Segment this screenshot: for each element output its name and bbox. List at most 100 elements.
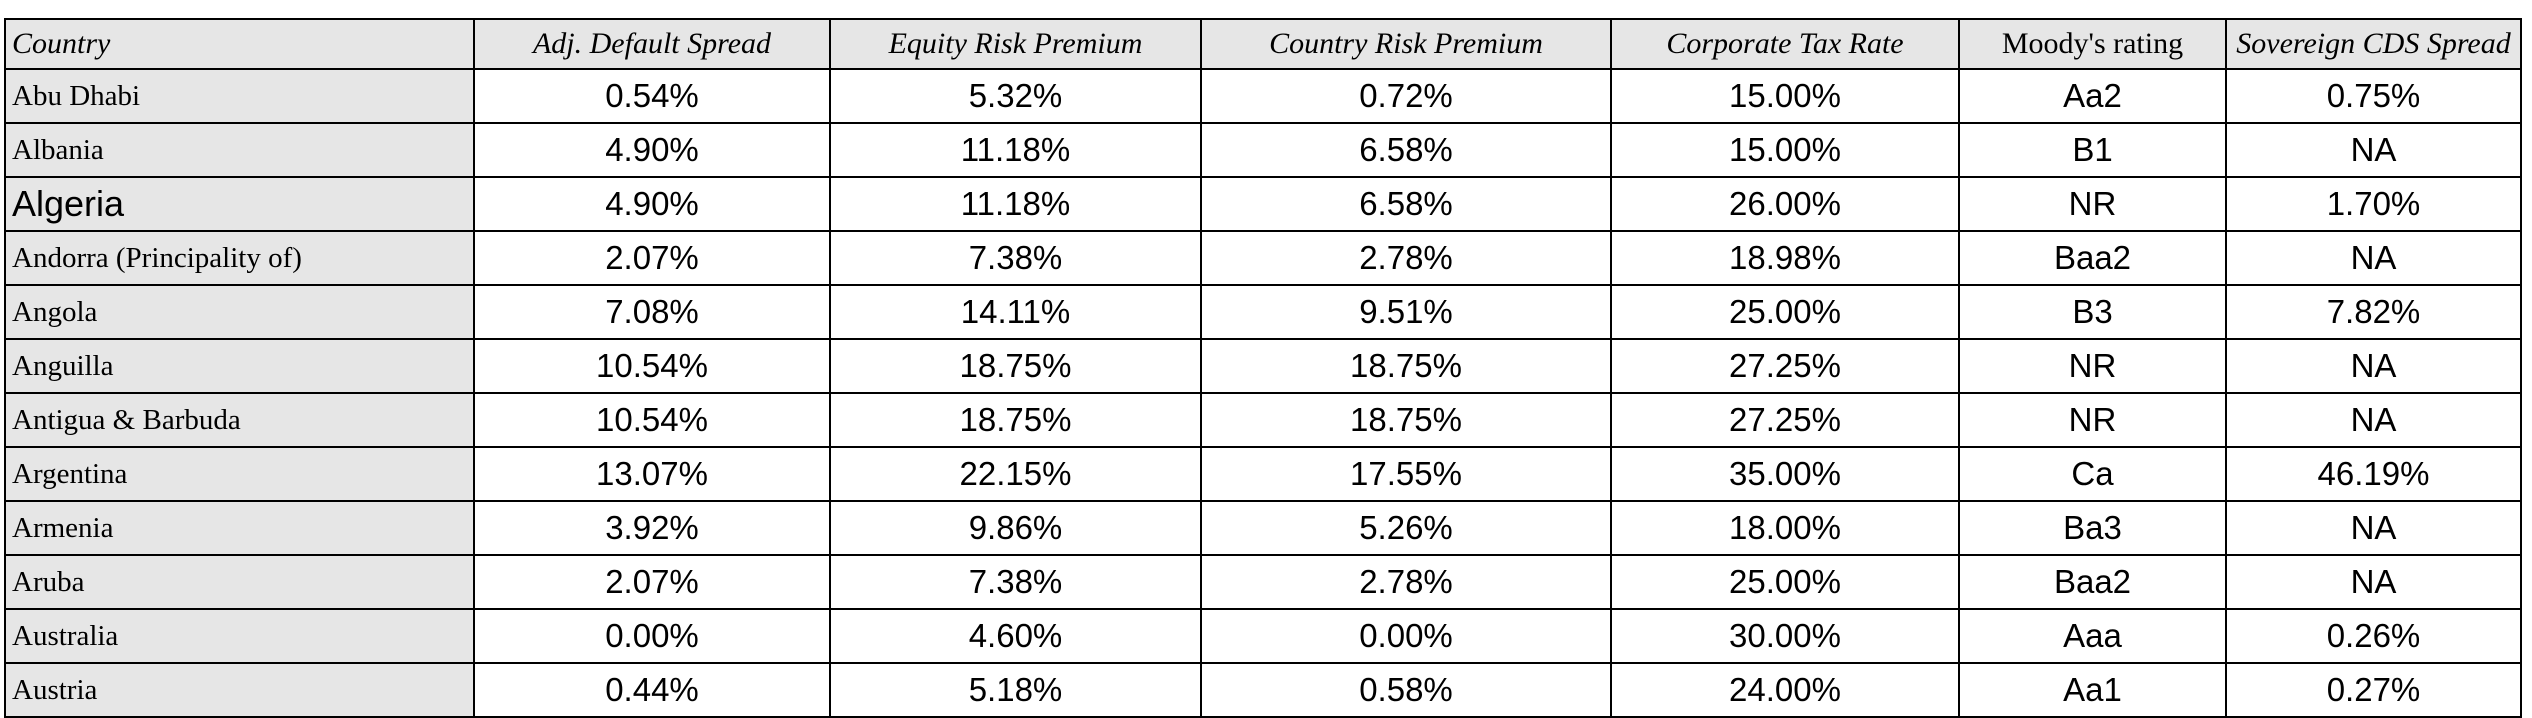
country-risk-premium-cell: 6.58%: [1200, 122, 1612, 178]
table-row: Albania 4.90% 11.18% 6.58% 15.00% B1 NA: [4, 122, 2522, 178]
country-cell: Algeria: [4, 176, 475, 232]
country-cell: Armenia: [4, 500, 475, 556]
table-row: Armenia 3.92% 9.86% 5.26% 18.00% Ba3 NA: [4, 500, 2522, 556]
moodys-rating-cell: Ca: [1958, 446, 2227, 502]
equity-risk-premium-cell: 22.15%: [829, 446, 1202, 502]
equity-risk-premium-cell: 11.18%: [829, 122, 1202, 178]
moodys-rating-cell: Aa2: [1958, 68, 2227, 124]
corporate-tax-rate-cell: 15.00%: [1610, 68, 1960, 124]
adj-default-spread-cell: 10.54%: [473, 392, 831, 448]
table-row: Argentina 13.07% 22.15% 17.55% 35.00% Ca…: [4, 446, 2522, 502]
country-risk-premium-cell: 2.78%: [1200, 554, 1612, 610]
table-body: Abu Dhabi 0.54% 5.32% 0.72% 15.00% Aa2 0…: [4, 68, 2522, 718]
country-risk-premium-cell: 17.55%: [1200, 446, 1612, 502]
corporate-tax-rate-cell: 18.98%: [1610, 230, 1960, 286]
moodys-rating-cell: Aa1: [1958, 662, 2227, 718]
corporate-tax-rate-cell: 24.00%: [1610, 662, 1960, 718]
moodys-rating-cell: Aaa: [1958, 608, 2227, 664]
table-header: Country Adj. Default Spread Equity Risk …: [4, 18, 2522, 70]
sovereign-cds-spread-cell: 0.26%: [2225, 608, 2522, 664]
country-risk-premium-cell: 18.75%: [1200, 338, 1612, 394]
adj-default-spread-cell: 4.90%: [473, 176, 831, 232]
sovereign-cds-spread-cell: NA: [2225, 122, 2522, 178]
equity-risk-premium-cell: 18.75%: [829, 392, 1202, 448]
table-row: Austria 0.44% 5.18% 0.58% 24.00% Aa1 0.2…: [4, 662, 2522, 718]
country-cell: Albania: [4, 122, 475, 178]
table-row: Australia 0.00% 4.60% 0.00% 30.00% Aaa 0…: [4, 608, 2522, 664]
corporate-tax-rate-cell: 25.00%: [1610, 554, 1960, 610]
country-risk-premium-cell: 0.72%: [1200, 68, 1612, 124]
country-cell: Andorra (Principality of): [4, 230, 475, 286]
table-row: Aruba 2.07% 7.38% 2.78% 25.00% Baa2 NA: [4, 554, 2522, 610]
equity-risk-premium-cell: 7.38%: [829, 554, 1202, 610]
sovereign-cds-spread-cell: 0.75%: [2225, 68, 2522, 124]
column-header-corporate-tax-rate: Corporate Tax Rate: [1610, 18, 1960, 70]
country-cell: Abu Dhabi: [4, 68, 475, 124]
equity-risk-premium-cell: 9.86%: [829, 500, 1202, 556]
sovereign-cds-spread-cell: NA: [2225, 500, 2522, 556]
column-header-country: Country: [4, 18, 475, 70]
country-risk-premium-cell: 9.51%: [1200, 284, 1612, 340]
country-cell: Argentina: [4, 446, 475, 502]
sovereign-cds-spread-cell: 46.19%: [2225, 446, 2522, 502]
corporate-tax-rate-cell: 35.00%: [1610, 446, 1960, 502]
moodys-rating-cell: NR: [1958, 176, 2227, 232]
sovereign-cds-spread-cell: NA: [2225, 230, 2522, 286]
country-cell: Austria: [4, 662, 475, 718]
moodys-rating-cell: B1: [1958, 122, 2227, 178]
equity-risk-premium-cell: 4.60%: [829, 608, 1202, 664]
table-row: Andorra (Principality of) 2.07% 7.38% 2.…: [4, 230, 2522, 286]
adj-default-spread-cell: 13.07%: [473, 446, 831, 502]
column-header-country-risk-premium: Country Risk Premium: [1200, 18, 1612, 70]
corporate-tax-rate-cell: 26.00%: [1610, 176, 1960, 232]
table-row: Anguilla 10.54% 18.75% 18.75% 27.25% NR …: [4, 338, 2522, 394]
country-cell: Australia: [4, 608, 475, 664]
table-row: Antigua & Barbuda 10.54% 18.75% 18.75% 2…: [4, 392, 2522, 448]
moodys-rating-cell: NR: [1958, 392, 2227, 448]
adj-default-spread-cell: 0.00%: [473, 608, 831, 664]
country-risk-premium-cell: 18.75%: [1200, 392, 1612, 448]
country-cell: Antigua & Barbuda: [4, 392, 475, 448]
moodys-rating-cell: Ba3: [1958, 500, 2227, 556]
equity-risk-premium-cell: 5.18%: [829, 662, 1202, 718]
adj-default-spread-cell: 0.44%: [473, 662, 831, 718]
adj-default-spread-cell: 2.07%: [473, 230, 831, 286]
column-header-equity-risk-premium: Equity Risk Premium: [829, 18, 1202, 70]
country-cell: Angola: [4, 284, 475, 340]
table-row: Algeria 4.90% 11.18% 6.58% 26.00% NR 1.7…: [4, 176, 2522, 232]
country-risk-premium-cell: 5.26%: [1200, 500, 1612, 556]
adj-default-spread-cell: 7.08%: [473, 284, 831, 340]
table-row: Angola 7.08% 14.11% 9.51% 25.00% B3 7.82…: [4, 284, 2522, 340]
country-risk-premium-cell: 2.78%: [1200, 230, 1612, 286]
corporate-tax-rate-cell: 15.00%: [1610, 122, 1960, 178]
country-cell: Anguilla: [4, 338, 475, 394]
sovereign-cds-spread-cell: NA: [2225, 338, 2522, 394]
equity-risk-premium-cell: 14.11%: [829, 284, 1202, 340]
equity-risk-premium-cell: 11.18%: [829, 176, 1202, 232]
corporate-tax-rate-cell: 27.25%: [1610, 338, 1960, 394]
moodys-rating-cell: NR: [1958, 338, 2227, 394]
equity-risk-premium-cell: 5.32%: [829, 68, 1202, 124]
adj-default-spread-cell: 2.07%: [473, 554, 831, 610]
adj-default-spread-cell: 10.54%: [473, 338, 831, 394]
country-risk-premium-cell: 0.00%: [1200, 608, 1612, 664]
column-header-moodys-rating: Moody's rating: [1958, 18, 2227, 70]
country-cell: Aruba: [4, 554, 475, 610]
column-header-sovereign-cds-spread: Sovereign CDS Spread: [2225, 18, 2522, 70]
corporate-tax-rate-cell: 25.00%: [1610, 284, 1960, 340]
sovereign-cds-spread-cell: NA: [2225, 554, 2522, 610]
corporate-tax-rate-cell: 30.00%: [1610, 608, 1960, 664]
table-stage: Country Adj. Default Spread Equity Risk …: [4, 18, 2522, 718]
country-risk-premium-table: Country Adj. Default Spread Equity Risk …: [4, 18, 2522, 718]
equity-risk-premium-cell: 18.75%: [829, 338, 1202, 394]
adj-default-spread-cell: 0.54%: [473, 68, 831, 124]
corporate-tax-rate-cell: 27.25%: [1610, 392, 1960, 448]
header-row: Country Adj. Default Spread Equity Risk …: [4, 18, 2522, 70]
country-risk-premium-cell: 0.58%: [1200, 662, 1612, 718]
table-row: Abu Dhabi 0.54% 5.32% 0.72% 15.00% Aa2 0…: [4, 68, 2522, 124]
adj-default-spread-cell: 4.90%: [473, 122, 831, 178]
column-header-adj-default-spread: Adj. Default Spread: [473, 18, 831, 70]
moodys-rating-cell: Baa2: [1958, 554, 2227, 610]
moodys-rating-cell: Baa2: [1958, 230, 2227, 286]
